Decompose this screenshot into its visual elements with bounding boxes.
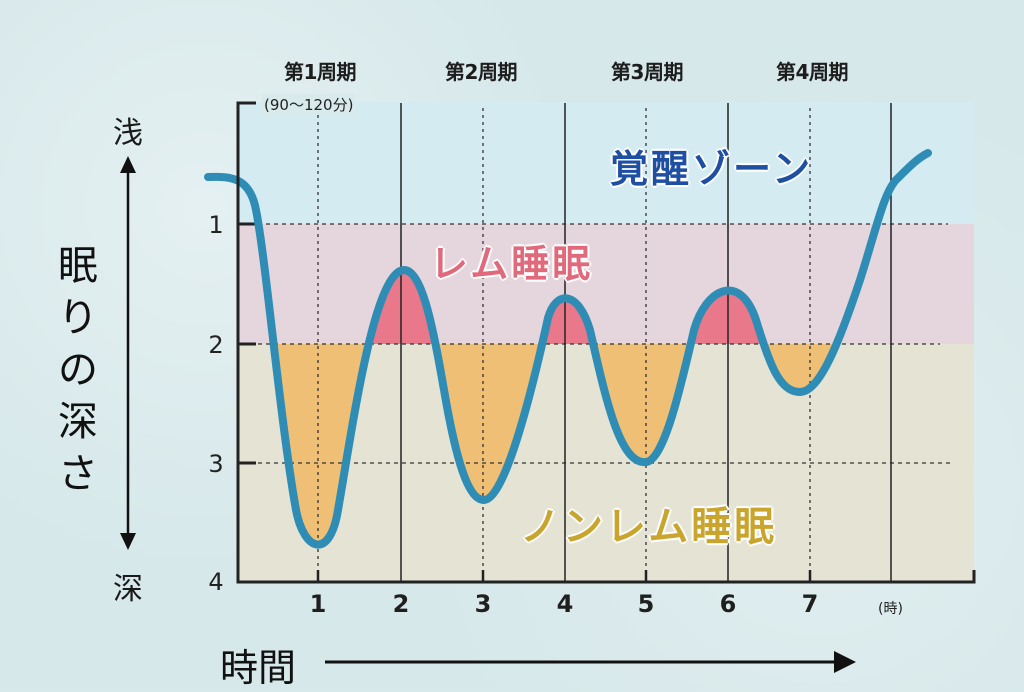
x-tick-5: 5 bbox=[637, 590, 655, 618]
y-tick-3: 3 bbox=[208, 450, 224, 478]
y-tick-1: 1 bbox=[208, 211, 224, 239]
cycle-1-label: 第1周期 bbox=[284, 60, 356, 84]
nonrem-fill bbox=[273, 344, 837, 545]
y-title-char: の bbox=[58, 347, 98, 393]
y-axis-title: 眠 り の 深 さ bbox=[58, 240, 98, 500]
nonrem-sleep-label: ノンレム睡眠 bbox=[520, 504, 778, 550]
depth-arrow bbox=[120, 156, 136, 550]
axes bbox=[236, 101, 976, 584]
deep-label: 深 bbox=[113, 572, 143, 607]
awake-zone-label: 覚醒ゾーン bbox=[610, 147, 814, 191]
x-tick-2: 2 bbox=[392, 590, 410, 618]
y-tick-2: 2 bbox=[208, 331, 224, 359]
x-tick-1: 1 bbox=[309, 590, 327, 618]
vertical-grid-dashed bbox=[317, 108, 811, 582]
x-tick-4: 4 bbox=[556, 590, 574, 618]
rem-sleep-label: レム睡眠 bbox=[430, 242, 594, 286]
x-tick-marks bbox=[316, 570, 812, 582]
cycle-2-label: 第2周期 bbox=[445, 60, 517, 84]
y-title-char: さ bbox=[58, 451, 98, 497]
cycle-4-label: 第4周期 bbox=[776, 60, 848, 84]
time-arrow bbox=[325, 651, 856, 673]
x-tick-6: 6 bbox=[719, 590, 737, 618]
x-tick-3: 3 bbox=[474, 590, 492, 618]
y-tick-4: 4 bbox=[208, 568, 224, 596]
y-title-char: 深 bbox=[58, 399, 98, 445]
awake-zone bbox=[238, 102, 974, 224]
y-tick-marks bbox=[238, 222, 256, 465]
y-title-char: り bbox=[58, 295, 98, 341]
x-axis-title: 時間 bbox=[220, 646, 297, 690]
x-tick-7: 7 bbox=[801, 590, 819, 618]
cycle-3-label: 第3周期 bbox=[611, 60, 683, 84]
x-unit-label: (時) bbox=[878, 601, 903, 617]
shallow-label: 浅 bbox=[113, 116, 143, 151]
y-title-char: 眠 bbox=[58, 243, 98, 289]
cycle-1-duration: (90〜120分) bbox=[262, 94, 356, 115]
cycle-separators bbox=[400, 103, 892, 582]
